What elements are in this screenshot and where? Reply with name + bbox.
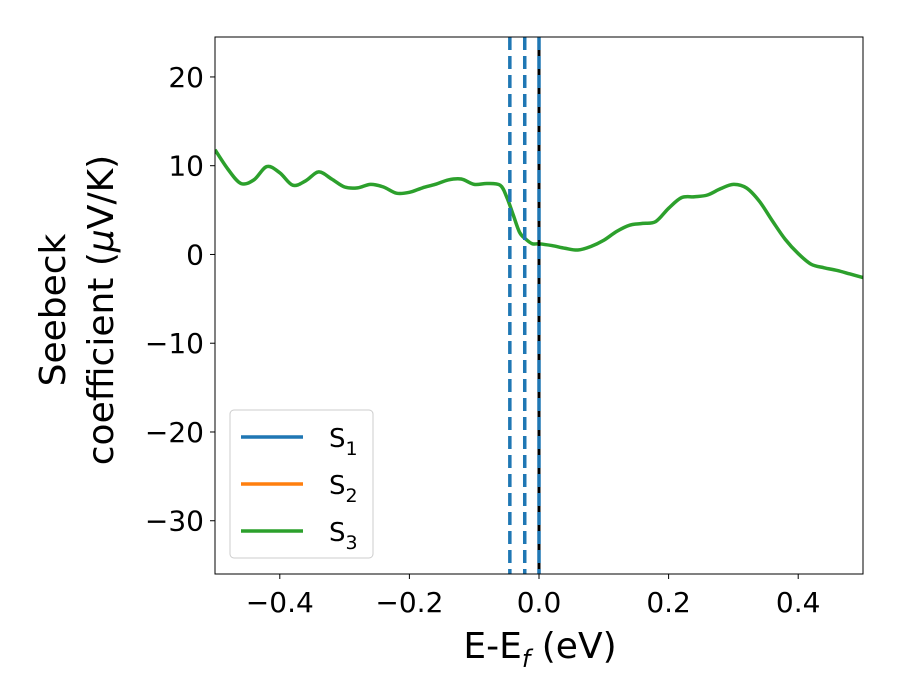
y-axis-ticks: 20 10 0 −10 −20 −30 [145, 61, 215, 538]
x-tick-label: −0.4 [246, 586, 314, 619]
x-tick-label: 0.2 [646, 586, 691, 619]
x-tick-label: −0.2 [375, 586, 443, 619]
legend-label-main: S [329, 471, 346, 501]
y-tick-label: 20 [168, 61, 204, 94]
plot-area [215, 37, 863, 574]
y-axis-title-prefix: coefficient ( [81, 252, 122, 465]
y-tick-label: −20 [145, 416, 204, 449]
y-tick-label: 0 [186, 238, 204, 271]
legend-label-main: S [329, 424, 346, 454]
x-axis-title-unit: (eV) [530, 626, 616, 667]
legend-label-3: S3 [329, 518, 358, 554]
y-axis-title-mu: μ [81, 229, 122, 253]
x-axis-ticks: −0.4 −0.2 0.0 0.2 0.4 [246, 574, 821, 619]
y-axis-title-line2: coefficient (μV/K) [81, 155, 122, 465]
series-line-3 [215, 148, 863, 280]
y-axis-title-suffix: V/K) [81, 155, 122, 229]
plot-content [215, 37, 863, 574]
legend-label-subscript: 1 [346, 438, 358, 460]
legend-label-1: S1 [329, 424, 358, 460]
x-tick-label: 0.0 [517, 586, 562, 619]
legend-label-2: S2 [329, 471, 358, 507]
x-axis-title: E-Ef (eV) [463, 626, 616, 673]
x-axis-title-main: E-E [463, 626, 521, 667]
y-tick-label: 10 [168, 150, 204, 183]
legend-label-subscript: 2 [346, 485, 358, 507]
legend-label-subscript: 3 [346, 532, 358, 554]
x-tick-label: 0.4 [776, 586, 821, 619]
y-tick-label: −10 [145, 327, 204, 360]
y-axis-title-line1: Seebeck [33, 233, 74, 386]
y-tick-label: −30 [145, 505, 204, 538]
legend-label-main: S [329, 518, 346, 548]
